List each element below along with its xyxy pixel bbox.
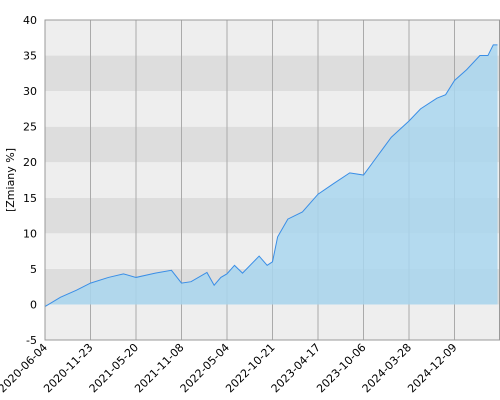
y-tick-label: 10 (23, 227, 37, 240)
y-tick-label: 20 (23, 156, 37, 169)
y-tick-label: -5 (26, 334, 37, 347)
y-tick-label: 30 (23, 85, 37, 98)
y-tick-label: 40 (23, 14, 37, 27)
x-tick-label: 2024-12-09 (405, 341, 459, 395)
y-axis-label: [Zmiany %] (4, 148, 17, 212)
y-tick-label: 0 (30, 298, 37, 311)
area (45, 44, 498, 307)
y-tick-label: 25 (23, 121, 37, 134)
y-tick-label: 15 (23, 192, 37, 205)
y-tick-label: 35 (23, 50, 37, 63)
y-tick-label: 5 (30, 263, 37, 276)
line (44, 44, 498, 308)
